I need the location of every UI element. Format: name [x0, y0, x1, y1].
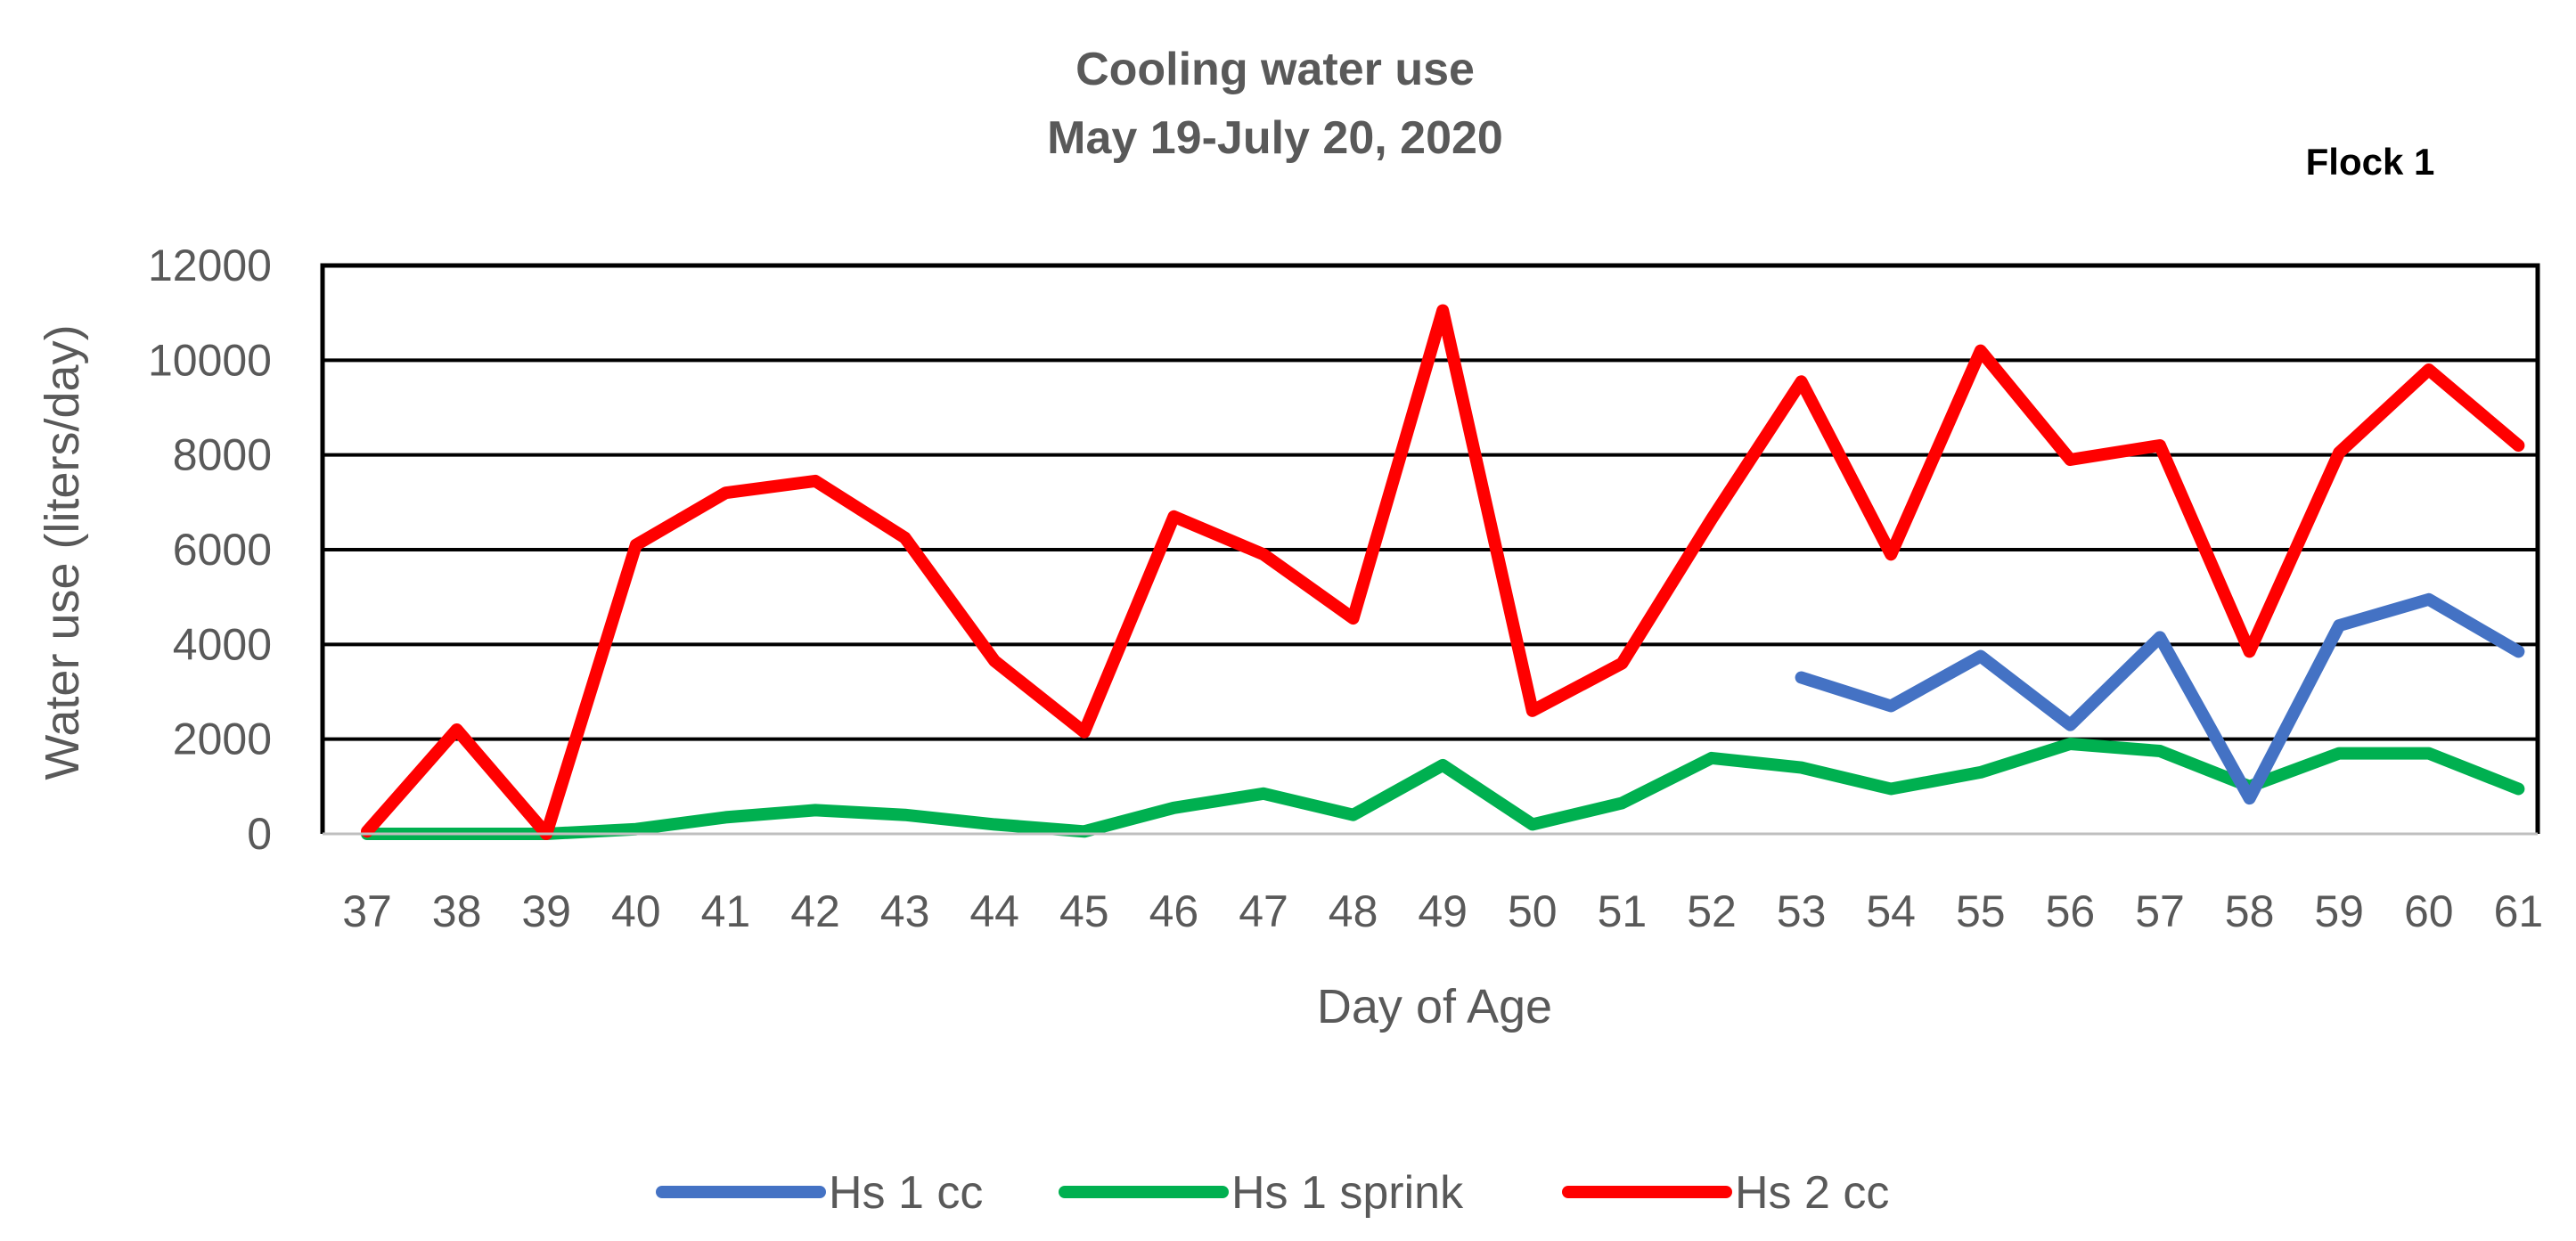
x-tick-label-61: 61	[2494, 886, 2544, 936]
x-tick-label-40: 40	[611, 886, 661, 936]
x-tick-label-58: 58	[2225, 886, 2275, 936]
x-tick-label-59: 59	[2314, 886, 2364, 936]
y-tick-label-0: 0	[247, 809, 272, 859]
x-tick-label-37: 37	[342, 886, 392, 936]
x-tick-label-57: 57	[2135, 886, 2185, 936]
y-tick-label-6000: 6000	[173, 525, 272, 575]
series-line-hs-1-sprink	[361, 738, 2525, 840]
y-tick-label-10000: 10000	[148, 335, 272, 385]
x-tick-label-53: 53	[1777, 886, 1827, 936]
x-tick-label-50: 50	[1508, 886, 1558, 936]
chart-subtitle: May 19-July 20, 2020	[1047, 112, 1503, 164]
legend: Hs 1 cc Hs 1 sprink Hs 2 cc	[656, 1167, 1889, 1219]
series-line-hs-1-cc	[1795, 592, 2525, 805]
series-line-hs-2-cc	[361, 304, 2525, 840]
flock-annotation: Flock 1	[2306, 141, 2435, 183]
x-tick-label-41: 41	[701, 886, 751, 936]
x-tick-label-60: 60	[2404, 886, 2454, 936]
plot-frame-layer	[320, 263, 2540, 836]
legend-label-hs-1-sprink: Hs 1 sprink	[1231, 1167, 1464, 1219]
x-tick-label-45: 45	[1059, 886, 1109, 936]
x-tick-label-49: 49	[1418, 886, 1468, 936]
y-axis-ticks: 0 2000 4000 6000 8000 10000 12000	[148, 241, 272, 859]
x-tick-label-48: 48	[1329, 886, 1378, 936]
x-tick-label-42: 42	[790, 886, 840, 936]
x-tick-label-46: 46	[1149, 886, 1199, 936]
x-tick-label-54: 54	[1866, 886, 1916, 936]
y-tick-label-8000: 8000	[173, 430, 272, 480]
x-axis-ticks: 37 38 39 40 41 42 43 44 45 46 47 48 49 50 51 52 53 54 55 56…	[342, 886, 2543, 936]
y-axis-label: Water use (liters/day)	[36, 324, 89, 780]
x-tick-label-51: 51	[1598, 886, 1648, 936]
x-tick-label-43: 43	[880, 886, 930, 936]
x-tick-label-39: 39	[521, 886, 571, 936]
x-axis-label: Day of Age	[1317, 980, 1552, 1033]
x-tick-label-55: 55	[1956, 886, 2006, 936]
x-tick-label-44: 44	[969, 886, 1019, 936]
y-tick-label-12000: 12000	[148, 241, 272, 290]
x-tick-label-38: 38	[432, 886, 482, 936]
y-tick-label-4000: 4000	[173, 619, 272, 669]
legend-label-hs-2-cc: Hs 2 cc	[1735, 1167, 1889, 1219]
chart-title: Cooling water use	[1075, 44, 1475, 95]
y-tick-label-2000: 2000	[173, 714, 272, 764]
series-layer	[361, 304, 2525, 840]
x-tick-label-52: 52	[1687, 886, 1737, 936]
x-tick-label-56: 56	[2046, 886, 2096, 936]
plot-frame	[320, 263, 2540, 834]
x-tick-label-47: 47	[1239, 886, 1288, 936]
legend-label-hs-1-cc: Hs 1 cc	[829, 1167, 983, 1219]
